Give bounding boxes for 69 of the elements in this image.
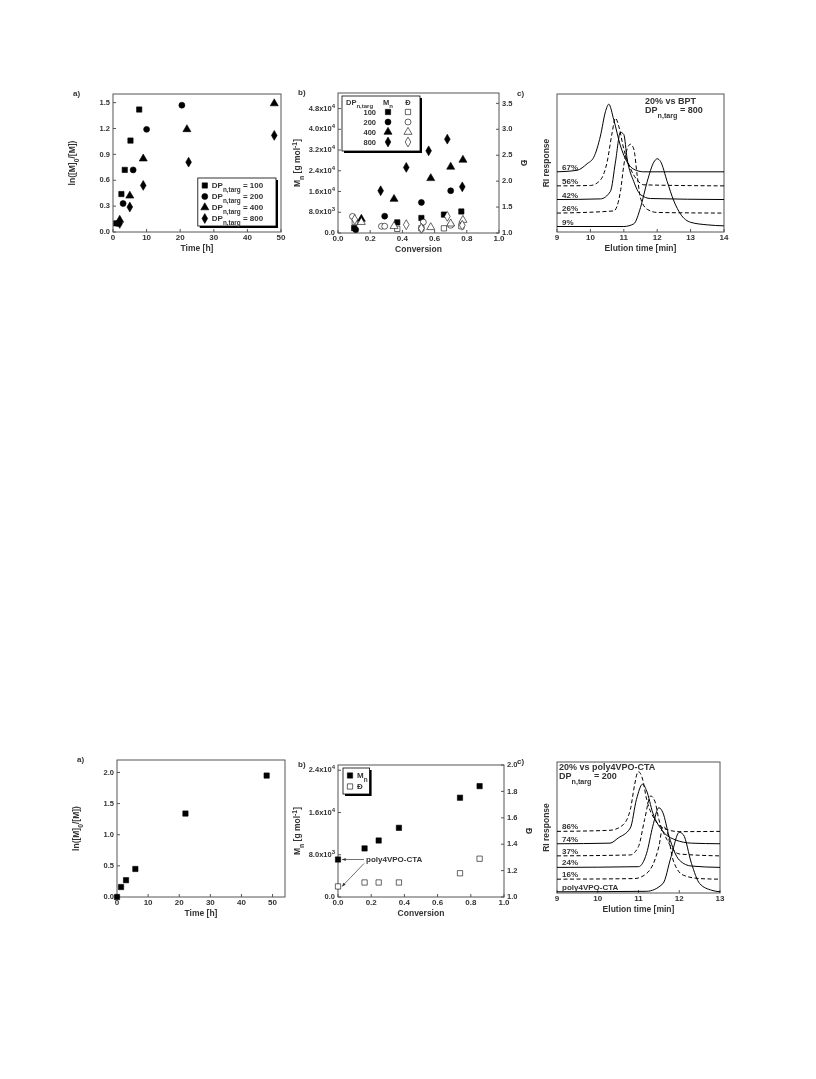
x-tick-label: 11 xyxy=(634,894,644,903)
x-tick-label: 0.4 xyxy=(396,234,409,243)
x-axis-title: Conversion xyxy=(395,244,442,254)
x-tick-label: 1.0 xyxy=(498,898,511,907)
x-tick-label: 20 xyxy=(174,898,185,907)
x-tick-label: 10 xyxy=(585,233,596,242)
y2-axis-title: Đ xyxy=(519,159,529,167)
legend-label: Đ xyxy=(357,781,363,791)
x-tick-label: 12 xyxy=(674,894,685,903)
x-axis-title: Time [h] xyxy=(184,908,218,918)
x-tick-label: 0.6 xyxy=(429,234,441,243)
x-tick-label: 10 xyxy=(593,894,603,903)
y2-axis-title: Đ xyxy=(524,827,534,835)
x-tick-label: 9 xyxy=(554,894,560,903)
x-tick-label: 30 xyxy=(205,898,216,907)
x-tick-label: 0 xyxy=(110,233,116,242)
x-tick-label: 10 xyxy=(143,898,154,907)
series-label: 26% xyxy=(562,204,579,214)
series-label: 16% xyxy=(562,870,579,880)
annotation: 20% vs poly4VPO-CTA xyxy=(559,762,656,772)
x-tick-label: 0.8 xyxy=(465,898,477,907)
series-label: 86% xyxy=(562,822,579,832)
x-tick-label: 9 xyxy=(554,233,560,242)
annotation: poly4VPO-CTA xyxy=(366,854,423,864)
annotation: DP$_{n,targ}$ = 800 xyxy=(645,105,703,120)
x-tick-label: 11 xyxy=(619,233,629,242)
y-axis-title: RI response xyxy=(541,802,551,852)
x-tick-label: 0.8 xyxy=(461,234,473,243)
annotation: DP$_{n,targ}$ = 200 xyxy=(559,771,617,786)
x-tick-label: 1.0 xyxy=(493,234,506,243)
x-tick-label: 13 xyxy=(715,894,725,903)
text: a) xyxy=(77,755,85,764)
x-axis-title: Elution time [min] xyxy=(602,904,675,914)
x-tick-label: 0.6 xyxy=(432,898,444,907)
series-label: 37% xyxy=(562,846,579,856)
annotation: 20% vs BPT xyxy=(645,96,697,106)
x-tick-label: 0.2 xyxy=(364,234,377,243)
y-axis-title: RI response xyxy=(541,138,551,188)
x-tick-label: 0.0 xyxy=(332,898,345,907)
series-label: 42% xyxy=(562,190,579,200)
x-tick-label: 40 xyxy=(236,898,247,907)
text: b) xyxy=(298,88,306,97)
legend-label: M$_{n}$ xyxy=(357,770,368,783)
series-label: 9% xyxy=(562,217,574,227)
text: c) xyxy=(517,757,525,766)
x-tick-label: 40 xyxy=(242,233,253,242)
x-tick-label: 12 xyxy=(652,233,663,242)
x-tick-label: 10 xyxy=(142,233,152,242)
series-label: 74% xyxy=(562,834,579,844)
x-tick-label: 13 xyxy=(686,233,696,242)
x-tick-label: 14 xyxy=(719,233,729,242)
x-tick-label: 50 xyxy=(276,233,286,242)
text: a) xyxy=(73,89,81,98)
x-tick-label: 30 xyxy=(209,233,219,242)
text: c) xyxy=(517,89,525,98)
series-label: 56% xyxy=(562,176,579,186)
x-tick-label: 0.4 xyxy=(398,898,411,907)
x-tick-label: 0.2 xyxy=(365,898,378,907)
x-tick-label: 0 xyxy=(114,898,120,907)
x-axis-title: Conversion xyxy=(397,908,445,918)
series-label: 24% xyxy=(562,858,579,868)
text: b) xyxy=(298,760,306,769)
x-axis-title: Elution time [min] xyxy=(604,243,677,253)
x-axis-title: Time [h] xyxy=(180,243,214,253)
x-tick-label: 0.0 xyxy=(332,234,345,243)
series-label: poly4VPO-CTA xyxy=(562,882,619,892)
x-tick-label: 50 xyxy=(268,898,278,907)
x-tick-label: 20 xyxy=(175,233,186,242)
series-label: 67% xyxy=(562,162,579,172)
